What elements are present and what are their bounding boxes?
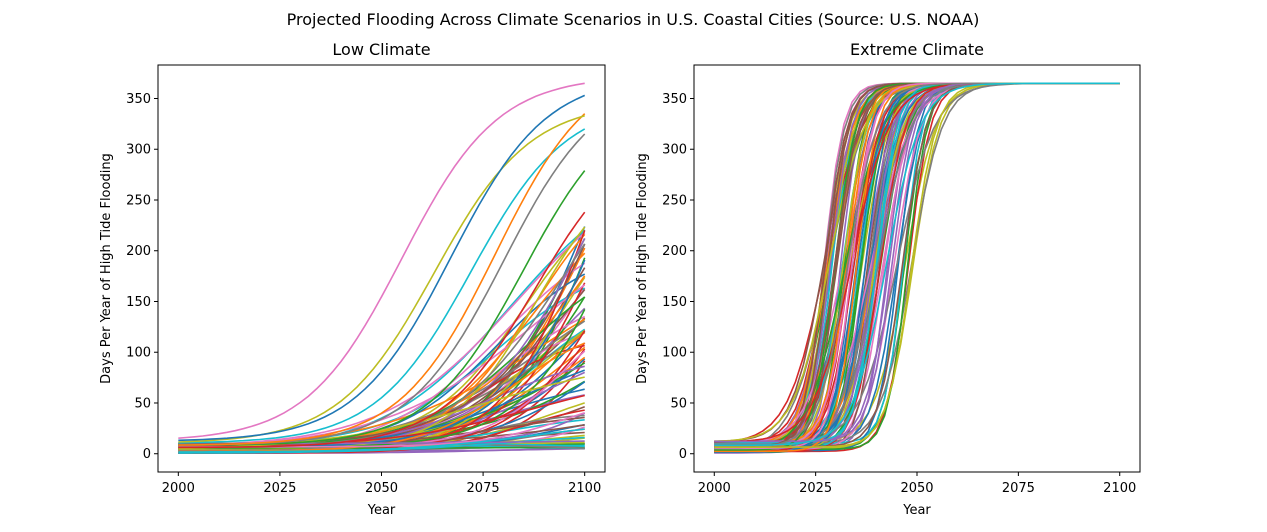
- series-line: [178, 414, 585, 451]
- x-tick-label: 2025: [799, 481, 832, 496]
- series-group: [714, 82, 1120, 454]
- y-tick-label: 300: [126, 143, 151, 158]
- x-tick-label: 2075: [467, 481, 500, 496]
- x-tick-label: 2100: [1103, 481, 1136, 496]
- x-axis-label: Year: [902, 503, 931, 518]
- series-line: [178, 94, 586, 442]
- x-tick-label: 2000: [162, 481, 195, 496]
- panel-title: Low Climate: [332, 40, 430, 59]
- y-tick-label: 300: [662, 143, 687, 158]
- y-tick-label: 0: [679, 447, 687, 462]
- x-tick-label: 2050: [365, 481, 398, 496]
- y-tick-label: 50: [670, 396, 687, 411]
- panel-title: Extreme Climate: [850, 40, 984, 59]
- figure-title: Projected Flooding Across Climate Scenar…: [287, 10, 980, 29]
- y-tick-label: 100: [662, 346, 687, 361]
- series-line: [178, 113, 586, 446]
- x-tick-label: 2100: [568, 481, 601, 496]
- x-axis-label: Year: [367, 503, 396, 518]
- y-tick-label: 150: [126, 295, 151, 310]
- y-tick-label: 50: [134, 396, 151, 411]
- series-line: [714, 82, 1120, 447]
- series-line: [714, 82, 1120, 451]
- series-line: [178, 226, 586, 450]
- chart-panel-low: Low Climate 2000 2025 2050 2075 2100 0 50 100 150…: [99, 40, 606, 518]
- x-tick-label: 2075: [1002, 481, 1035, 496]
- x-tick-label: 2050: [900, 481, 933, 496]
- y-axis-label: Days Per Year of High Tide Flooding: [99, 153, 114, 384]
- y-tick-label: 150: [662, 295, 687, 310]
- series-line: [178, 229, 586, 452]
- series-line: [178, 128, 586, 444]
- y-tick-label: 200: [662, 244, 687, 259]
- series-line: [178, 309, 586, 449]
- series-line: [178, 211, 586, 449]
- y-tick-label: 350: [662, 92, 687, 107]
- y-tick-label: 250: [126, 193, 151, 208]
- plot-frame: [693, 64, 1141, 473]
- series-group: [178, 82, 586, 454]
- series-line: [178, 82, 585, 439]
- y-tick-label: 250: [662, 193, 687, 208]
- series-line: [178, 428, 585, 453]
- chart-panel-extreme: Extreme Climate 2000 2025 2050 2075 2100 0 50 10…: [635, 40, 1141, 518]
- y-tick-label: 350: [126, 92, 151, 107]
- series-line: [178, 376, 585, 450]
- x-tick-label: 2025: [263, 481, 296, 496]
- y-tick-label: 200: [126, 244, 151, 259]
- y-axis-label: Days Per Year of High Tide Flooding: [635, 153, 650, 384]
- y-tick-label: 0: [143, 447, 151, 462]
- x-tick-label: 2000: [698, 481, 731, 496]
- y-tick-label: 100: [126, 346, 151, 361]
